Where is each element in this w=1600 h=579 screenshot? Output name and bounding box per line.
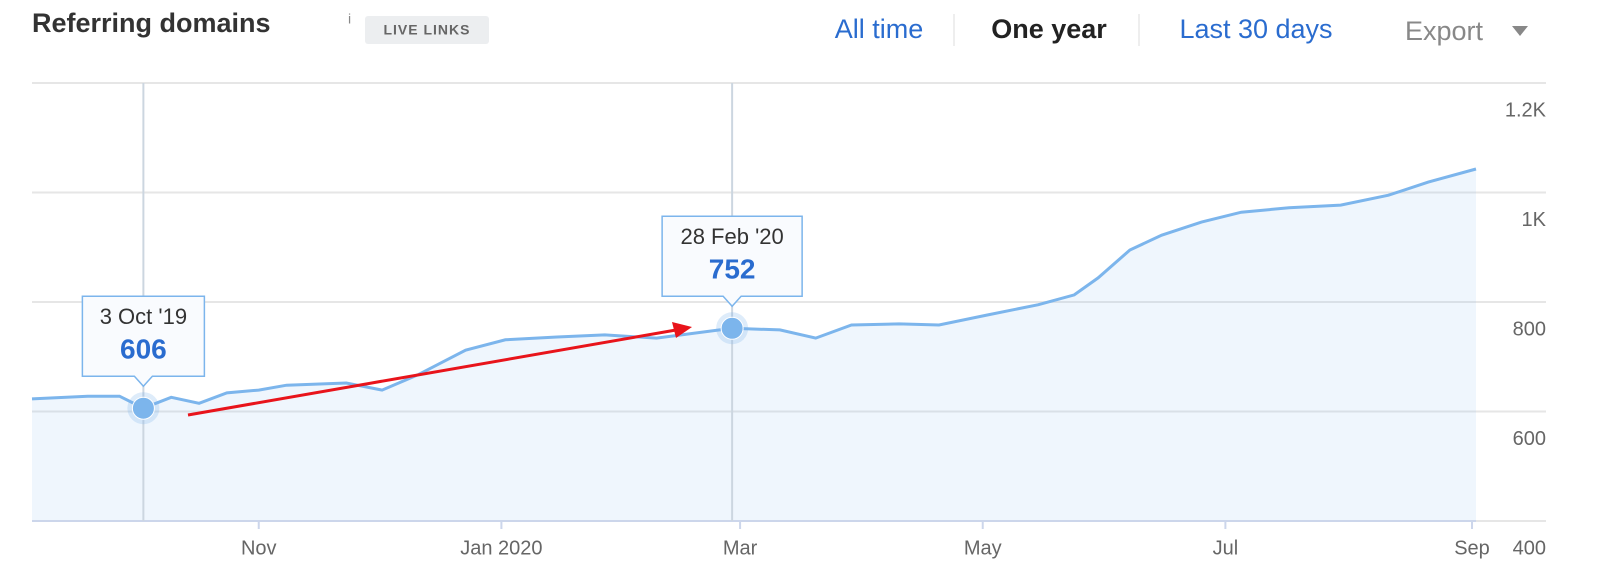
marker-point [131, 396, 155, 420]
tab[interactable]: Last 30 days [1179, 14, 1332, 44]
y-tick-label: 1K [1522, 209, 1547, 231]
annotation-arrowhead [672, 322, 692, 338]
badge-bg [365, 16, 489, 44]
tooltip-date: 28 Feb '20 [680, 224, 783, 249]
y-tick-label: 400 [1513, 537, 1546, 559]
tooltip-value: 606 [120, 334, 167, 365]
y-tick-label: 600 [1513, 428, 1546, 450]
title: Referring domains [32, 8, 271, 38]
y-tick-label: 800 [1513, 318, 1546, 340]
x-tick-label: Jan 2020 [460, 537, 542, 559]
tooltip-date: 3 Oct '19 [100, 304, 187, 329]
tabs: All time One year Last 30 days [835, 14, 1333, 44]
x-tick-label: Sep [1454, 537, 1490, 559]
x-tick-label: Mar [723, 537, 758, 559]
y-tick-label: 1.2K [1505, 99, 1547, 121]
x-tick-label: Jul [1213, 537, 1239, 559]
tab[interactable]: One year [991, 14, 1107, 44]
line [31, 167, 1477, 410]
area [32, 169, 1476, 521]
info-icon[interactable]: i [348, 11, 351, 27]
export-caret[interactable] [1512, 26, 1528, 36]
tab[interactable]: All time [835, 14, 924, 44]
tooltip-box [81, 295, 206, 388]
marker-point [720, 316, 744, 340]
x-tick-label: May [964, 537, 1002, 559]
tooltip-box [661, 215, 803, 308]
x-tick-label: Nov [241, 537, 277, 559]
badge: LIVE LINKS [383, 22, 470, 38]
annotation-arrow [187, 328, 677, 417]
tooltip-value: 752 [709, 254, 756, 285]
export[interactable]: Export [1405, 16, 1484, 46]
